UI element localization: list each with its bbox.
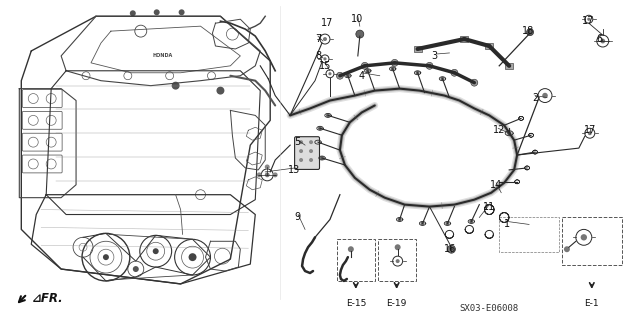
Circle shape xyxy=(299,149,303,153)
Text: 4: 4 xyxy=(359,71,365,81)
Circle shape xyxy=(309,149,313,153)
Circle shape xyxy=(171,82,180,90)
Circle shape xyxy=(527,29,534,36)
Circle shape xyxy=(178,9,185,15)
Circle shape xyxy=(265,172,269,177)
Circle shape xyxy=(588,131,592,135)
Text: 10: 10 xyxy=(351,14,363,24)
Text: E-15: E-15 xyxy=(346,299,366,308)
Circle shape xyxy=(471,79,478,86)
Circle shape xyxy=(316,140,320,144)
Text: 13: 13 xyxy=(288,165,300,175)
Text: 9: 9 xyxy=(294,212,300,222)
Circle shape xyxy=(564,246,570,252)
Circle shape xyxy=(469,220,473,223)
Circle shape xyxy=(600,39,605,44)
Text: 16: 16 xyxy=(444,244,457,254)
Circle shape xyxy=(445,221,450,225)
Circle shape xyxy=(265,164,269,169)
Bar xyxy=(461,36,468,42)
Circle shape xyxy=(447,245,455,253)
FancyBboxPatch shape xyxy=(294,137,320,169)
Text: 6: 6 xyxy=(597,34,603,44)
Circle shape xyxy=(346,74,350,78)
Circle shape xyxy=(299,140,303,144)
Circle shape xyxy=(309,158,313,162)
Text: 5: 5 xyxy=(294,137,300,147)
Circle shape xyxy=(257,172,262,177)
Circle shape xyxy=(299,158,303,162)
Circle shape xyxy=(309,140,313,144)
Circle shape xyxy=(361,62,368,69)
Circle shape xyxy=(391,60,398,66)
Text: 8: 8 xyxy=(315,51,321,61)
Circle shape xyxy=(366,69,369,73)
Circle shape xyxy=(396,259,399,263)
Text: 14: 14 xyxy=(490,180,503,190)
Text: 11: 11 xyxy=(483,202,496,212)
Circle shape xyxy=(507,131,511,135)
Text: 15: 15 xyxy=(318,61,331,71)
Circle shape xyxy=(103,254,109,260)
Circle shape xyxy=(320,156,324,160)
Text: 17: 17 xyxy=(321,18,333,28)
Circle shape xyxy=(395,244,401,250)
Bar xyxy=(562,218,622,265)
Circle shape xyxy=(426,62,433,69)
Circle shape xyxy=(451,69,458,76)
Circle shape xyxy=(154,9,160,15)
Circle shape xyxy=(318,126,322,130)
Circle shape xyxy=(217,87,224,95)
Bar xyxy=(485,43,493,49)
Text: 17: 17 xyxy=(582,16,594,26)
Text: 1: 1 xyxy=(504,220,510,229)
Circle shape xyxy=(356,30,364,38)
Text: SX03-E06008: SX03-E06008 xyxy=(460,304,519,313)
Circle shape xyxy=(587,18,590,21)
Text: E-1: E-1 xyxy=(585,299,599,308)
Bar xyxy=(413,46,422,52)
Circle shape xyxy=(542,93,548,98)
Text: 18: 18 xyxy=(522,26,534,36)
Text: E-19: E-19 xyxy=(387,299,407,308)
Circle shape xyxy=(132,266,139,272)
Circle shape xyxy=(336,72,343,79)
Circle shape xyxy=(420,221,424,225)
Circle shape xyxy=(328,72,331,75)
Text: HONDA: HONDA xyxy=(152,53,173,59)
Circle shape xyxy=(450,248,453,251)
Bar xyxy=(505,63,513,69)
Circle shape xyxy=(324,57,327,60)
Text: 7: 7 xyxy=(315,34,321,44)
Bar xyxy=(378,239,415,281)
Circle shape xyxy=(348,246,354,252)
Circle shape xyxy=(326,113,330,117)
Circle shape xyxy=(153,248,159,254)
Circle shape xyxy=(581,234,587,241)
Circle shape xyxy=(273,172,278,177)
Text: ⊿FR.: ⊿FR. xyxy=(31,292,63,305)
Text: 2: 2 xyxy=(532,92,538,102)
Text: 17: 17 xyxy=(583,125,596,135)
Text: 12: 12 xyxy=(493,125,505,135)
Circle shape xyxy=(397,218,402,221)
Bar xyxy=(499,218,559,252)
Bar xyxy=(337,239,375,281)
Circle shape xyxy=(415,71,420,75)
Circle shape xyxy=(130,10,136,16)
Circle shape xyxy=(323,37,327,41)
Circle shape xyxy=(189,253,197,261)
Circle shape xyxy=(390,67,395,71)
Text: 3: 3 xyxy=(431,51,438,61)
Circle shape xyxy=(440,77,445,81)
